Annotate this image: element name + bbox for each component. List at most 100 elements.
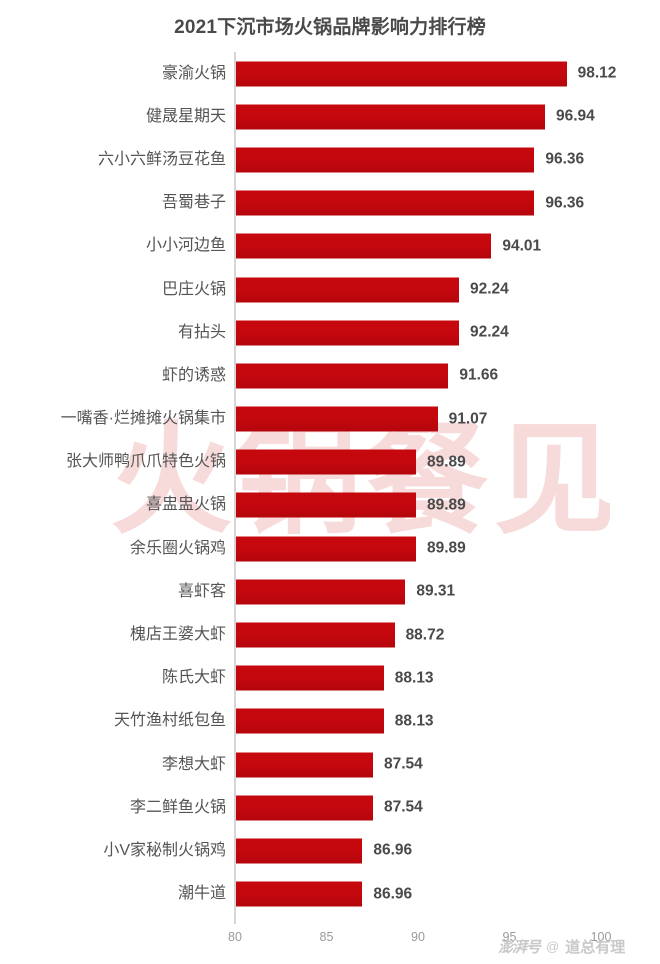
category-label: 李二鲜鱼火锅 [129,798,226,816]
bar [235,579,406,605]
category-label: 六小六鲜汤豆花鱼 [97,150,226,168]
x-axis-tick: 95 [502,930,517,944]
bar-track: 88.72 [235,622,635,648]
bar-track: 89.89 [235,536,635,562]
bar-value-label: 92.24 [469,323,509,341]
category-label: 潮牛道 [177,885,226,903]
x-axis-tick: 90 [411,930,425,944]
bar-track: 94.01 [235,233,635,259]
y-axis-line [234,52,236,924]
bar [235,406,438,432]
x-axis-tick: 80 [228,930,242,944]
category-label: 一嘴香·烂摊摊火锅集市 [60,410,226,428]
bar-row: 潮牛道 86.96 [0,873,660,916]
category-label: 李想大虾 [161,755,226,773]
category-label: 余乐圈火锅鸡 [129,539,226,557]
bar-row: 陈氏大虾 88.13 [0,657,660,700]
bar [235,622,395,648]
bar-track: 89.89 [235,449,635,475]
bar-track: 88.13 [235,665,635,691]
bar-value-label: 96.36 [545,194,585,212]
bar-track: 92.24 [235,277,635,303]
bar [235,61,567,87]
bar-row: 喜虾客 89.31 [0,570,660,613]
bar-row: 小V家秘制火锅鸡 86.96 [0,829,660,872]
bar-value-label: 89.31 [416,582,456,600]
bar [235,277,459,303]
bar [235,708,384,734]
bar-value-label: 98.12 [577,64,617,82]
bar-value-label: 96.36 [545,150,585,168]
bar-row: 虾的诱惑 91.66 [0,354,660,397]
bar-value-label: 88.13 [394,712,434,730]
bar [235,233,492,259]
bar-value-label: 86.96 [373,841,413,859]
bar-track: 86.96 [235,881,635,907]
bar [235,104,545,130]
bar-value-label: 86.96 [373,885,413,903]
category-label: 喜盅盅火锅 [145,496,226,514]
bar-row: 张大师鸭爪爪特色火锅 89.89 [0,441,660,484]
bar-value-label: 87.54 [383,755,423,773]
bar [235,838,363,864]
bar-track: 98.12 [235,61,635,87]
bar-track: 92.24 [235,320,635,346]
bar-value-label: 92.24 [469,280,509,298]
bar-track: 91.07 [235,406,635,432]
bar-row: 六小六鲜汤豆花鱼 96.36 [0,138,660,181]
bar-row: 豪渝火锅 98.12 [0,52,660,95]
bar [235,363,449,389]
bar-value-label: 88.13 [394,669,434,687]
bar-value-label: 89.89 [426,539,466,557]
category-label: 陈氏大虾 [161,669,226,687]
bar [235,449,416,475]
bar-row: 李二鲜鱼火锅 87.54 [0,786,660,829]
bar-value-label: 91.66 [459,366,499,384]
bar-track: 96.36 [235,147,635,173]
bar-row: 槐店王婆大虾 88.72 [0,613,660,656]
bar-track: 86.96 [235,838,635,864]
bar-row: 巴庄火锅 92.24 [0,268,660,311]
chart-title: 2021下沉市场火锅品牌影响力排行榜 [174,17,486,38]
category-label: 豪渝火锅 [161,64,226,82]
category-label: 健晟星期天 [145,107,226,125]
category-label: 喜虾客 [177,582,226,600]
bar-track: 91.66 [235,363,635,389]
category-label: 巴庄火锅 [161,280,226,298]
bar-track: 87.54 [235,795,635,821]
bar-track: 96.36 [235,190,635,216]
bar-row: 小小河边鱼 94.01 [0,225,660,268]
bar-row: 喜盅盅火锅 89.89 [0,484,660,527]
bar-value-label: 87.54 [383,798,423,816]
bar-value-label: 96.94 [556,107,595,125]
bar-track: 89.89 [235,492,635,518]
category-label: 小小河边鱼 [145,237,226,255]
bar-row: 有拈头 92.24 [0,311,660,354]
bar-row: 一嘴香·烂摊摊火锅集市 91.07 [0,398,660,441]
category-label: 虾的诱惑 [161,366,226,384]
bar-row: 余乐圈火锅鸡 89.89 [0,527,660,570]
x-axis-tick-labels: 80 85 90 95 100 [0,930,660,952]
bar [235,795,373,821]
category-label: 小V家秘制火锅鸡 [103,841,226,859]
bar [235,881,363,907]
category-label: 吾蜀巷子 [161,194,226,212]
category-label: 天竹渔村纸包鱼 [113,712,226,730]
category-label: 槐店王婆大虾 [129,626,226,644]
bar-track: 87.54 [235,752,635,778]
bar-track: 89.31 [235,579,635,605]
bar-value-label: 91.07 [448,410,488,428]
category-label: 有拈头 [177,323,226,341]
x-axis-tick: 85 [319,930,334,944]
category-label: 张大师鸭爪爪特色火锅 [65,453,226,471]
bar [235,147,535,173]
bar [235,536,416,562]
bar-value-label: 89.89 [426,453,466,471]
bar [235,492,416,518]
bar [235,665,384,691]
bar-track: 88.13 [235,708,635,734]
plot-area: 豪渝火锅 98.12 健晟星期天 96.94 六小六鲜汤豆花鱼 96.36 吾蜀巷子 96.3… [0,52,660,920]
bar-row: 吾蜀巷子 96.36 [0,182,660,225]
bar-value-label: 89.89 [426,496,466,514]
